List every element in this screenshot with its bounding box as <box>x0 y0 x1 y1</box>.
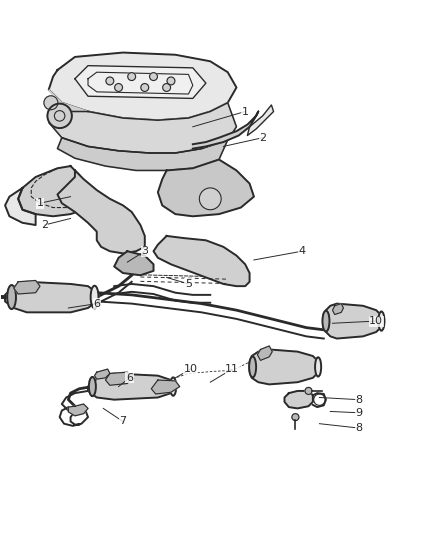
Text: 11: 11 <box>225 364 239 374</box>
Circle shape <box>141 84 149 92</box>
Text: 3: 3 <box>141 246 148 256</box>
Polygon shape <box>193 111 258 149</box>
Polygon shape <box>332 304 343 314</box>
Polygon shape <box>5 188 35 225</box>
Polygon shape <box>75 66 206 99</box>
Circle shape <box>47 103 72 128</box>
Text: 7: 7 <box>120 416 127 426</box>
Polygon shape <box>324 304 383 338</box>
Text: 8: 8 <box>355 394 362 405</box>
Ellipse shape <box>170 377 176 395</box>
Circle shape <box>305 387 312 394</box>
Polygon shape <box>57 138 228 171</box>
Polygon shape <box>285 391 313 408</box>
Polygon shape <box>49 53 237 120</box>
Ellipse shape <box>378 311 385 330</box>
Ellipse shape <box>91 286 99 309</box>
Polygon shape <box>88 374 175 400</box>
Text: 5: 5 <box>185 279 192 289</box>
Text: 4: 4 <box>298 246 306 256</box>
Circle shape <box>162 84 170 92</box>
Text: 1: 1 <box>242 107 249 117</box>
Ellipse shape <box>7 285 16 309</box>
Ellipse shape <box>249 357 256 377</box>
Text: 6: 6 <box>93 298 100 309</box>
Text: 8: 8 <box>355 423 362 433</box>
Circle shape <box>44 96 58 110</box>
Ellipse shape <box>315 357 321 376</box>
Ellipse shape <box>322 311 329 332</box>
Polygon shape <box>57 171 145 253</box>
Polygon shape <box>95 369 110 379</box>
Circle shape <box>115 84 123 92</box>
Circle shape <box>167 77 175 85</box>
Polygon shape <box>5 282 97 312</box>
Polygon shape <box>49 103 237 153</box>
Polygon shape <box>14 280 40 294</box>
Circle shape <box>106 77 114 85</box>
Circle shape <box>199 188 221 210</box>
Ellipse shape <box>89 377 96 396</box>
Polygon shape <box>250 350 319 384</box>
Text: 10: 10 <box>184 364 198 374</box>
Text: 2: 2 <box>259 133 266 143</box>
Polygon shape <box>258 346 272 360</box>
Circle shape <box>292 414 299 421</box>
Text: 6: 6 <box>126 373 133 383</box>
Polygon shape <box>106 372 132 385</box>
Text: 9: 9 <box>355 408 362 418</box>
Circle shape <box>128 72 136 80</box>
Polygon shape <box>247 105 274 135</box>
Polygon shape <box>49 90 88 111</box>
Polygon shape <box>68 404 88 416</box>
Polygon shape <box>153 236 250 286</box>
Polygon shape <box>18 166 88 216</box>
Polygon shape <box>151 380 180 394</box>
Text: 2: 2 <box>41 220 48 230</box>
Text: 1: 1 <box>36 198 43 208</box>
Polygon shape <box>158 159 254 216</box>
Text: 10: 10 <box>369 316 383 326</box>
Polygon shape <box>114 251 153 275</box>
Circle shape <box>150 72 157 80</box>
